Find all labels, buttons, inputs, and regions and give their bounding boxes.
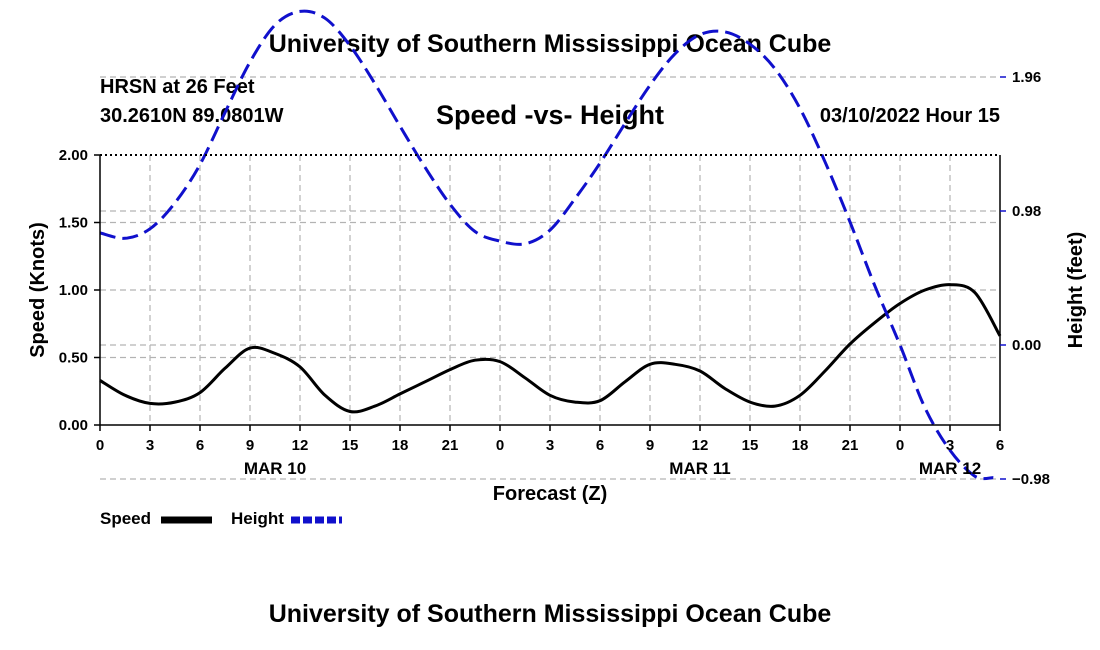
y-left-tick-label: 0.00 [59, 417, 88, 434]
x-date-label: MAR 10 [244, 459, 306, 478]
y-left-tick-label: 1.00 [59, 282, 88, 299]
chart-subtitle: Speed -vs- Height [435, 100, 665, 130]
x-tick-label: 6 [196, 437, 204, 454]
x-tick-label: 3 [946, 437, 954, 454]
x-tick-label: 3 [146, 437, 154, 454]
x-tick-label: 9 [646, 437, 654, 454]
y-right-tick-label: 1.96 [1012, 69, 1041, 86]
x-axis-title: Forecast (Z) [493, 483, 607, 505]
x-tick-label: 9 [246, 437, 254, 454]
x-tick-label: 6 [996, 437, 1004, 454]
x-tick-label: 0 [96, 437, 104, 454]
x-tick-label: 0 [896, 437, 904, 454]
series-line-speed [99, 283, 1002, 414]
y-left-tick-label: 0.50 [59, 350, 88, 367]
axis-layer: 0 3 6 9 12 15 18 21 0 3 6 9 12 15 18 21 0 3 6 MAR 10 MAR 11 M… [27, 69, 1087, 505]
station-name: HRSN at 26 Feet [100, 76, 255, 98]
y-right-axis-title: Height (feet) [1065, 232, 1087, 349]
x-tick-label: 15 [342, 437, 359, 454]
forecast-date: 03/10/2022 Hour 15 [819, 105, 1000, 127]
x-tick-label: 21 [842, 437, 859, 454]
series-layer [99, 9, 1002, 481]
x-tick-label: 3 [546, 437, 554, 454]
x-tick-label: 6 [596, 437, 604, 454]
y-right-tick-label: 0.98 [1012, 203, 1041, 220]
x-tick-label: 12 [692, 437, 709, 454]
y-left-axis-title: Speed (Knots) [27, 222, 49, 358]
station-coordinates: 30.2610N 89.0801W [100, 105, 284, 127]
grid-layer [100, 76, 1000, 480]
y-left-tick-label: 1.50 [59, 215, 88, 232]
series-line-height [99, 9, 994, 481]
y-right-tick-label: 0.00 [1012, 337, 1041, 354]
x-date-label: MAR 12 [919, 459, 981, 478]
x-tick-label: 21 [442, 437, 459, 454]
x-date-label: MAR 11 [669, 459, 730, 478]
main-title: University of Southern Mississippi Ocean… [268, 30, 832, 58]
x-tick-label: 15 [742, 437, 759, 454]
x-tick-label: 12 [292, 437, 309, 454]
legend-label-speed: Speed [100, 509, 152, 528]
y-right-tick-label: −0.98 [1012, 471, 1050, 488]
x-tick-label: 0 [496, 437, 504, 454]
footer-title: University of Southern Mississippi Ocean… [268, 600, 832, 628]
x-tick-label: 18 [392, 437, 409, 454]
legend-label-height: Height [231, 509, 284, 528]
y-left-tick-label: 2.00 [59, 147, 88, 164]
x-tick-label: 18 [792, 437, 809, 454]
